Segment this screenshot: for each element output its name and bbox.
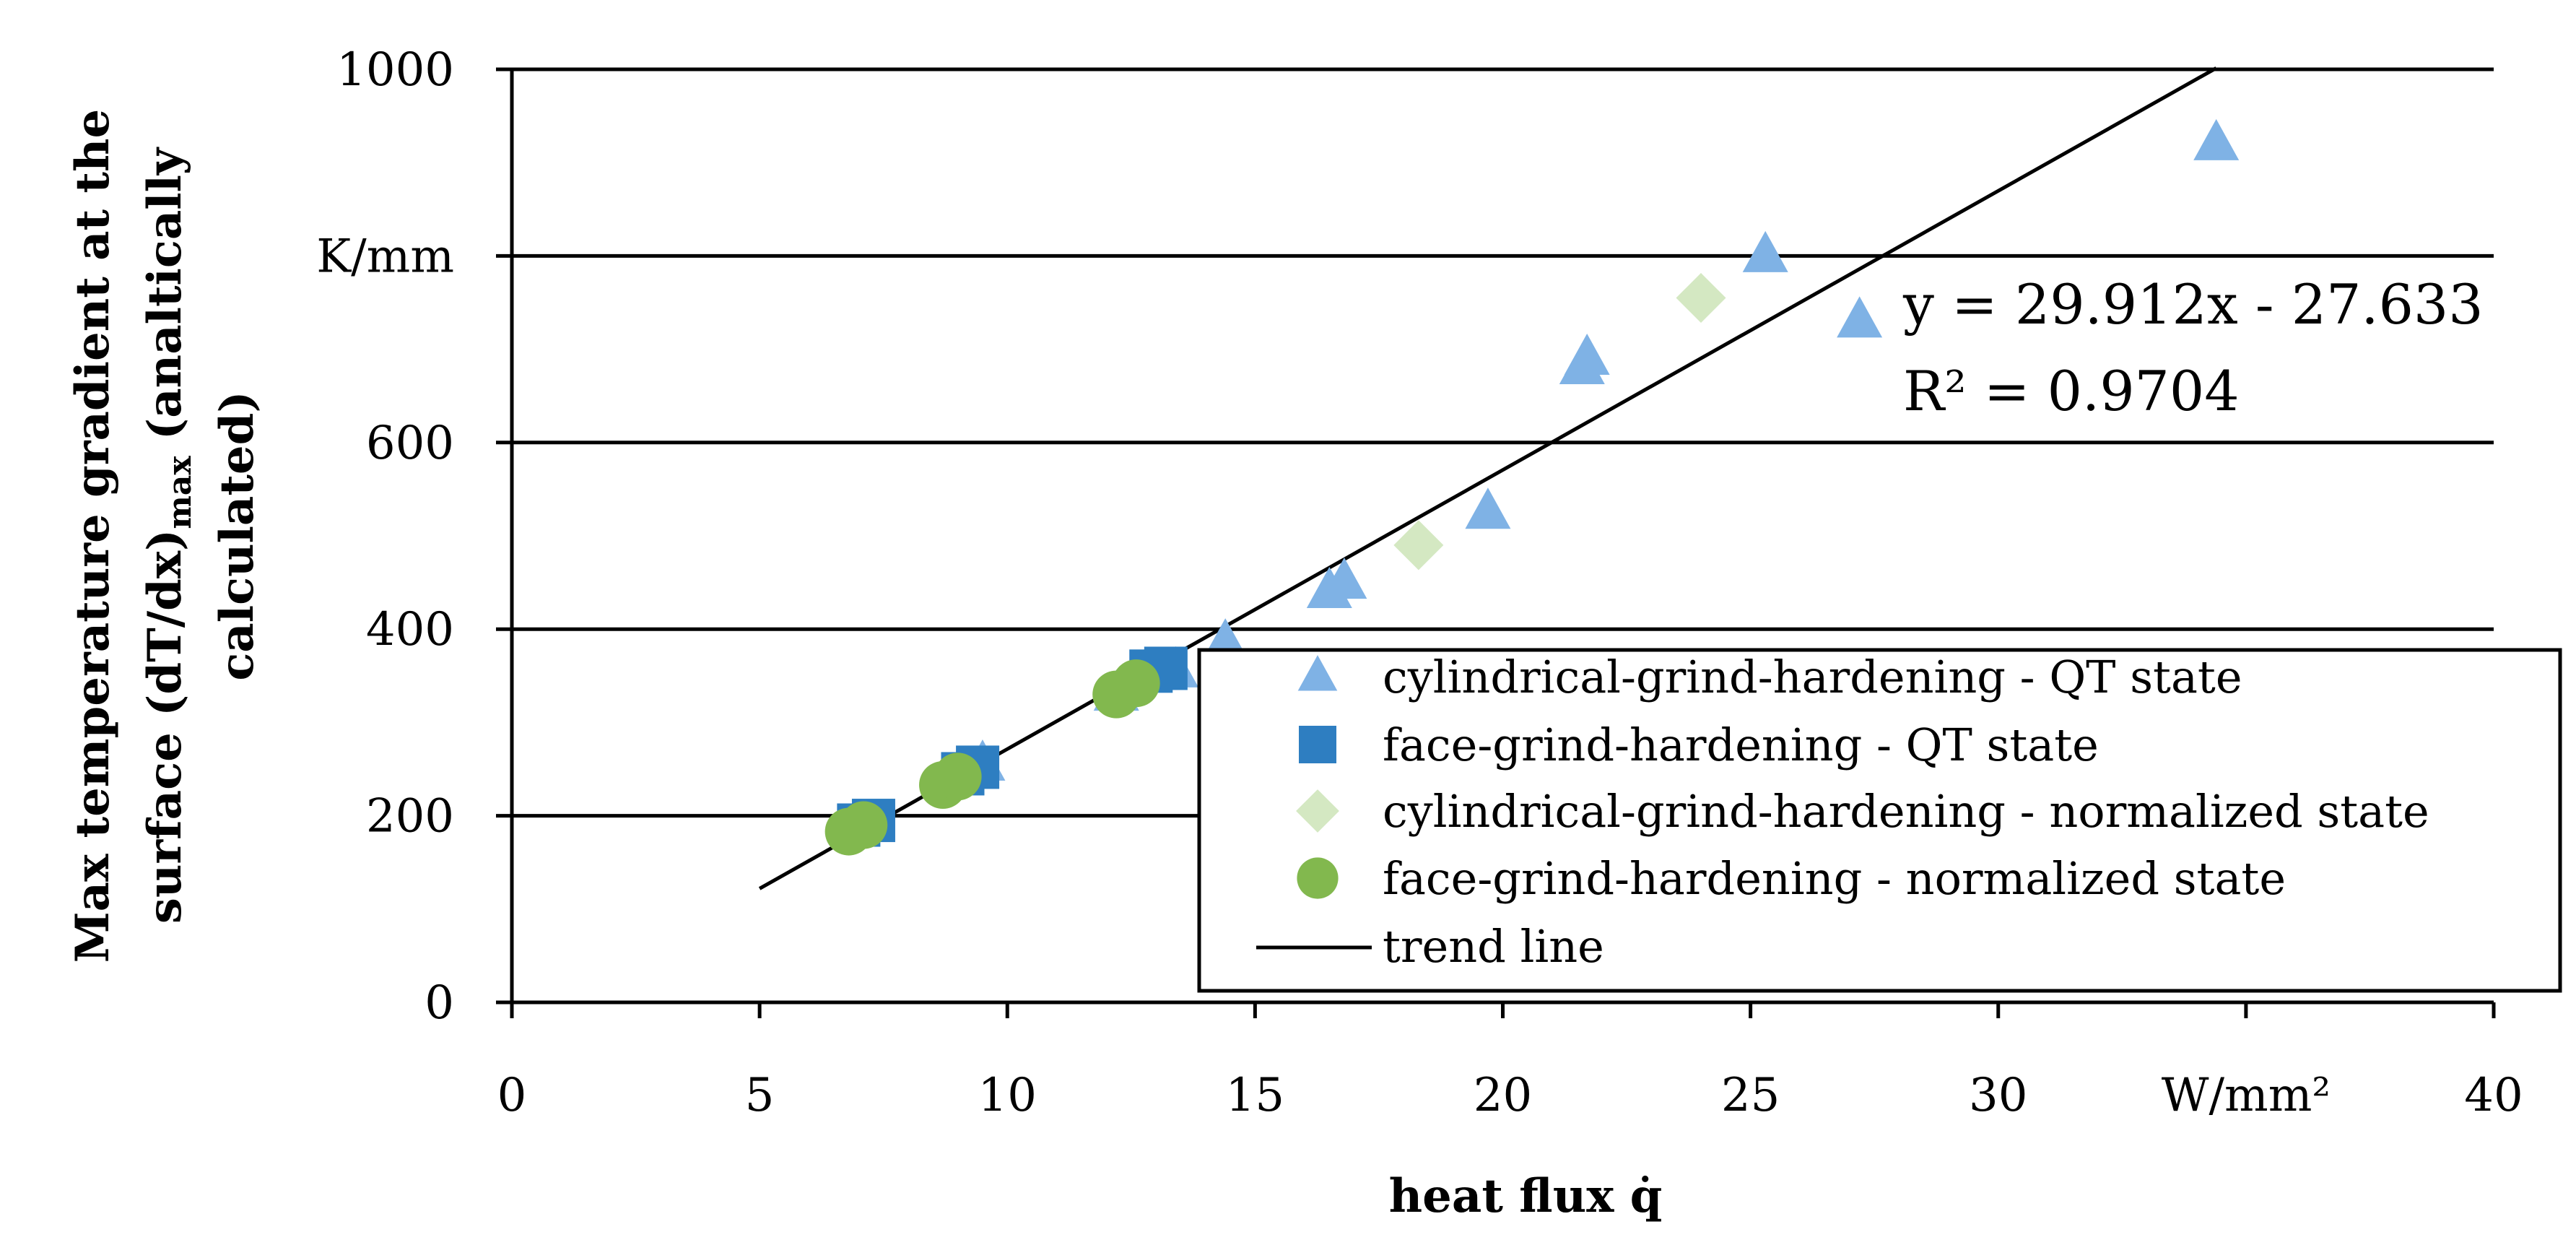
y-tick-label: 400 — [366, 603, 454, 656]
y-tick-label: 1000 — [336, 43, 454, 97]
y-axis-title-line: calculated) — [210, 391, 264, 680]
legend-label: cylindrical-grind-hardening - QT state — [1383, 651, 2242, 703]
legend-label: cylindrical-grind-hardening - normalized… — [1383, 785, 2429, 838]
y-axis-title-line: surface (dT/dx) — [138, 529, 192, 924]
data-point-circle — [840, 801, 888, 849]
y-axis-title-line: Max temperature gradient at the — [66, 109, 120, 963]
tick-labels: 0 200 400 600 K/mm 1000 0 5 10 15 20 25 30 W/mm² 40 — [316, 43, 2523, 1122]
data-point-triangle — [1837, 296, 1883, 338]
legend-marker-diamond — [1296, 789, 1339, 833]
y-axis-title-subscript: max — [162, 456, 199, 529]
trend-equation: y = 29.912x - 27.633 R² = 0.9704 — [1902, 272, 2484, 423]
x-tick-label: 10 — [978, 1069, 1037, 1122]
legend-label: face-grind-hardening - normalized state — [1383, 852, 2286, 905]
trend-line-layer — [758, 66, 2217, 890]
x-tick-label: 30 — [1969, 1069, 2027, 1122]
trend-line — [758, 66, 2217, 890]
data-point-diamond — [1393, 520, 1444, 571]
data-point-triangle — [1465, 487, 1511, 529]
trend-r-squared-text: R² = 0.9704 — [1903, 359, 2240, 423]
y-tick-label: 600 — [366, 417, 454, 470]
data-point-diamond — [1676, 273, 1726, 324]
legend-label: trend line — [1383, 920, 1604, 973]
data-point-triangle — [1742, 230, 1788, 272]
legend-label: face-grind-hardening - QT state — [1383, 719, 2099, 771]
y-tick-label: 200 — [366, 790, 454, 843]
x-tick-label: 0 — [497, 1069, 527, 1122]
data-point-triangle — [1321, 558, 1367, 599]
x-tick-label: 40 — [2464, 1069, 2523, 1122]
legend: cylindrical-grind-hardening - QT state fa… — [1197, 648, 2562, 993]
data-point-triangle — [1564, 334, 1610, 376]
y-tick-label: K/mm — [316, 230, 454, 283]
x-tick-label: 20 — [1474, 1069, 1532, 1122]
y-axis-title-line: (analtically — [138, 147, 192, 456]
y-tick-label: 0 — [425, 976, 454, 1030]
x-tick-label: 25 — [1721, 1069, 1780, 1122]
x-axis-title: heat flux q̇ — [1389, 1169, 1663, 1223]
trend-equation-text: y = 29.912x - 27.633 — [1902, 272, 2484, 337]
legend-marker-circle — [1297, 857, 1339, 899]
data-points — [824, 118, 2240, 856]
data-point-circle — [934, 752, 982, 801]
data-point-triangle — [2193, 118, 2240, 160]
x-tick-label: 5 — [745, 1069, 775, 1122]
data-point-circle — [1112, 659, 1160, 708]
legend-box — [1197, 648, 2562, 993]
x-tick-label: W/mm² — [2162, 1069, 2331, 1122]
legend-marker-triangle — [1297, 655, 1338, 691]
legend-marker-square — [1299, 726, 1336, 763]
x-tick-label: 15 — [1226, 1069, 1284, 1122]
axes — [496, 67, 2496, 1018]
y-axis-title: Max temperature gradient at the surface (… — [66, 109, 264, 963]
